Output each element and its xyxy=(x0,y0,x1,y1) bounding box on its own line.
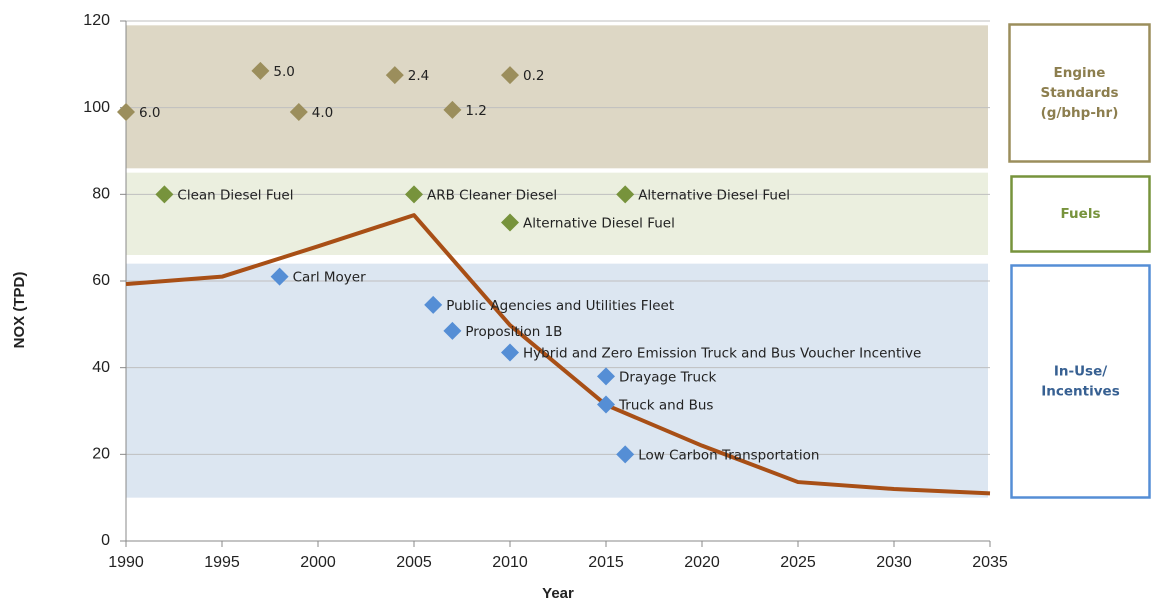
point-label: Low Carbon Transportation xyxy=(638,447,819,463)
nox-line xyxy=(125,213,991,496)
band-label: Incentives xyxy=(1041,384,1119,400)
point-label: Hybrid and Zero Emission Truck and Bus V… xyxy=(523,346,921,362)
point-label: 4.0 xyxy=(312,105,333,121)
x-tick-label: 2035 xyxy=(972,554,1008,571)
diamond-marker xyxy=(616,185,635,204)
x-tick-label: 2010 xyxy=(492,554,528,571)
point-label: ARB Cleaner Diesel xyxy=(427,187,557,203)
y-axis-label: NOX (TPD) xyxy=(11,272,28,349)
x-tick-label: 2025 xyxy=(780,554,816,571)
point-label: 1.2 xyxy=(465,103,486,119)
x-tick-label: 2015 xyxy=(588,554,624,571)
y-tick-label: 100 xyxy=(83,99,110,116)
point-label: 5.0 xyxy=(273,64,294,80)
band-label: Fuels xyxy=(1061,206,1101,222)
diamond-marker xyxy=(597,395,615,414)
diamond-marker xyxy=(501,343,519,362)
y-tick-label: 60 xyxy=(92,272,110,289)
y-tick-label: 80 xyxy=(92,186,110,203)
point-label: Alternative Diesel Fuel xyxy=(523,216,675,232)
point-label: Clean Diesel Fuel xyxy=(177,187,293,203)
diamond-marker xyxy=(270,267,289,286)
x-tick-label: 1995 xyxy=(204,554,240,571)
band xyxy=(126,25,988,169)
diamond-marker xyxy=(155,185,174,204)
band-label: Standards xyxy=(1040,85,1118,101)
x-tick-label: 2020 xyxy=(684,554,720,571)
point-label: Proposition 1B xyxy=(465,324,562,340)
point-label: Carl Moyer xyxy=(293,270,366,286)
diamond-marker xyxy=(385,66,404,85)
point-label: 2.4 xyxy=(408,68,429,84)
band xyxy=(126,172,988,255)
point-label: Alternative Diesel Fuel xyxy=(638,187,790,203)
y-tick-label: 0 xyxy=(101,532,110,549)
point-label: 6.0 xyxy=(139,105,160,121)
diamond-marker xyxy=(117,103,135,121)
x-tick-label: 2005 xyxy=(396,554,432,571)
band-box xyxy=(1010,175,1151,253)
band-box xyxy=(1008,23,1151,163)
y-tick-label: 20 xyxy=(92,446,110,463)
band xyxy=(126,263,988,498)
point-label: Public Agencies and Utilities Fleet xyxy=(446,298,674,314)
diamond-marker xyxy=(424,295,443,314)
diamond-marker xyxy=(501,66,519,85)
diamond-marker xyxy=(251,61,270,80)
x-tick-label: 1990 xyxy=(108,554,144,571)
diamond-marker xyxy=(443,100,462,119)
diamond-marker xyxy=(289,103,308,121)
point-label: Drayage Truck xyxy=(619,369,716,385)
diamond-marker xyxy=(443,321,462,340)
band-box xyxy=(1010,264,1151,499)
diamond-marker xyxy=(501,213,519,232)
x-axis-label: Year xyxy=(542,585,574,602)
diamond-marker xyxy=(616,445,635,464)
y-tick-label: 120 xyxy=(83,12,110,29)
x-tick-label: 2030 xyxy=(876,554,912,571)
point-label: 0.2 xyxy=(523,68,544,84)
band-label: In-Use/ xyxy=(1054,364,1107,380)
diamond-marker xyxy=(405,185,423,204)
diamond-marker xyxy=(597,367,615,386)
x-tick-label: 2000 xyxy=(300,554,336,571)
y-tick-label: 40 xyxy=(92,359,110,376)
band-label: (g/bhp-hr) xyxy=(1041,105,1119,121)
band-label: Engine xyxy=(1054,65,1106,81)
point-label: Truck and Bus xyxy=(618,398,713,414)
